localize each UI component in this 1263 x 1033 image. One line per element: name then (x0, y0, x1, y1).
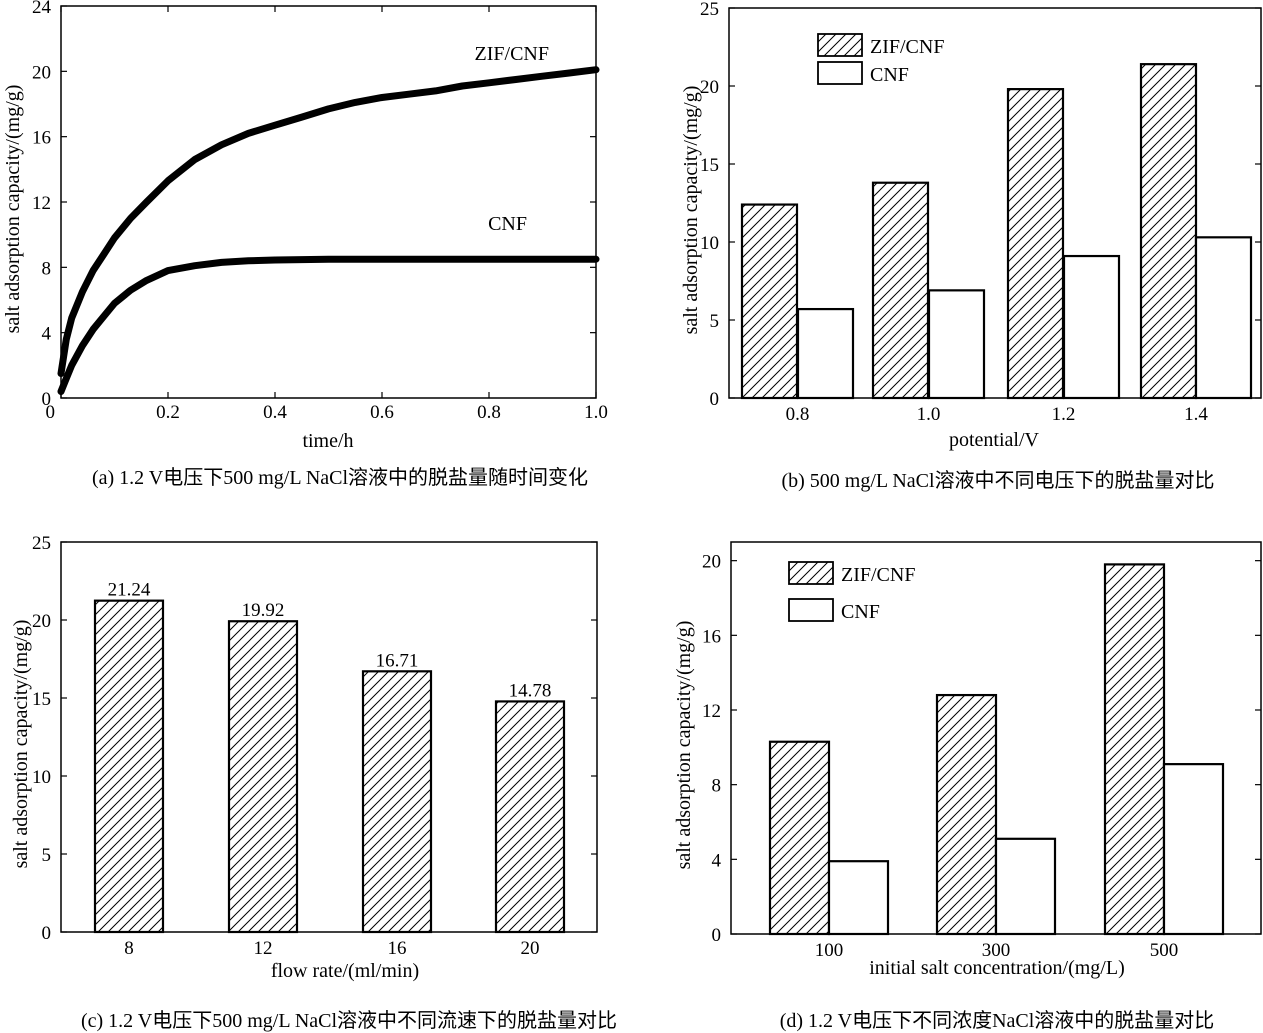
y-tick-label: 12 (702, 701, 721, 722)
x-tick-label: 1.2 (1052, 404, 1076, 425)
y-tick-label: 15 (32, 689, 51, 710)
x-tick-label: 0.6 (370, 402, 394, 423)
x-tick-label: 100 (815, 940, 844, 961)
bar-cnf-1.0 (927, 289, 986, 400)
y-tick-label: 0 (710, 389, 720, 410)
y-tick-label: 20 (32, 62, 51, 83)
legend-label-cnf: CNF (870, 64, 909, 86)
y-axis-label: salt adsorption capacity/(mg/g) (2, 85, 24, 334)
bar-zif-cnf-12 (227, 620, 299, 934)
bar-zif-cnf-0.8 (740, 203, 799, 400)
x-axis-label: initial salt concentration/(mg/L) (869, 957, 1124, 979)
x-tick-label: 1.0 (584, 402, 608, 423)
y-tick-label: 25 (700, 0, 719, 20)
y-tick-label: 0 (42, 923, 52, 944)
x-tick-label: 1.0 (917, 404, 941, 425)
x-tick-label: 0.4 (263, 402, 287, 423)
x-tick-label: 300 (982, 940, 1011, 961)
bar-zif-cnf-1.0 (871, 181, 930, 400)
panel-caption: (c) 1.2 V电压下500 mg/L NaCl溶液中不同流速下的脱盐量对比 (81, 1009, 617, 1032)
plot-frame (60, 541, 598, 933)
series-line-zif-cnf (57, 66, 600, 377)
plot-frame (728, 7, 1262, 399)
bar-value-label: 16.71 (376, 650, 419, 671)
x-tick-label: 8 (124, 938, 134, 959)
y-tick-label: 4 (712, 850, 722, 871)
bar-zif-cnf-300 (935, 693, 998, 936)
y-tick-label: 15 (700, 155, 719, 176)
y-tick-label: 5 (42, 845, 52, 866)
bar-cnf-500 (1162, 763, 1225, 936)
y-axis-label: salt adsorption capacity/(mg/g) (10, 620, 32, 869)
bar-zif-cnf-100 (768, 740, 831, 936)
y-tick-label: 16 (702, 626, 721, 647)
x-tick-label: 0.2 (156, 402, 180, 423)
bar-value-label: 21.24 (108, 580, 151, 601)
x-tick-label: 1.4 (1184, 404, 1208, 425)
bar-zif-cnf-500 (1103, 563, 1166, 936)
panel-b: 0 5 10 15 20 25 salt adsorption capacity/(mg/g… (680, 0, 1262, 492)
x-tick-label: 0 (46, 402, 56, 423)
y-tick-label: 16 (32, 128, 51, 149)
panel-d: 0 4 8 12 16 20 salt adsorption capacity/(mg/g)… (673, 541, 1262, 1032)
bar-value-label: 19.92 (242, 600, 285, 621)
bar-cnf-1.2 (1062, 254, 1121, 400)
bar-cnf-1.4 (1194, 236, 1253, 400)
x-axis-label: flow rate/(ml/min) (271, 960, 419, 982)
annotation-zif-cnf: ZIF/CNF (475, 43, 549, 65)
x-axis-label: time/h (302, 430, 353, 452)
x-tick-label: 500 (1150, 940, 1179, 961)
series-line-cnf (57, 255, 600, 395)
legend-label-zif-cnf: ZIF/CNF (870, 36, 944, 58)
legend-swatch-cnf (788, 598, 834, 622)
bar-zif-cnf-1.2 (1006, 88, 1065, 400)
y-tick-label: 8 (42, 258, 52, 279)
y-tick-label: 10 (32, 767, 51, 788)
x-tick-label: 20 (521, 938, 540, 959)
x-tick-label: 16 (388, 938, 407, 959)
y-tick-label: 25 (32, 533, 51, 554)
y-axis-label: salt adsorption capacity/(mg/g) (673, 621, 695, 870)
y-tick-label: 5 (710, 311, 720, 332)
bar-zif-cnf-1.4 (1139, 63, 1198, 400)
y-tick-label: 0 (42, 389, 52, 410)
bar-zif-cnf-20 (494, 700, 566, 934)
panel-caption: (b) 500 mg/L NaCl溶液中不同电压下的脱盐量对比 (781, 469, 1214, 492)
y-tick-label: 0 (712, 925, 722, 946)
legend-label-zif-cnf: ZIF/CNF (841, 564, 915, 586)
x-tick-label: 0.8 (477, 402, 501, 423)
legend-label-cnf: CNF (841, 601, 880, 623)
bar-cnf-100 (827, 860, 890, 936)
x-tick-label: 0.8 (786, 404, 810, 425)
x-tick-label: 12 (254, 938, 273, 959)
y-tick-label: 12 (32, 193, 51, 214)
y-tick-label: 20 (700, 77, 719, 98)
y-tick-label: 4 (42, 324, 52, 345)
panel-caption: (d) 1.2 V电压下不同浓度NaCl溶液中的脱盐量对比 (780, 1009, 1215, 1032)
panel-a: 0 4 8 12 16 20 24 salt adsorption capacity/(mg/… (2, 0, 608, 489)
x-axis-label: potential/V (949, 429, 1040, 451)
panel-caption: (a) 1.2 V电压下500 mg/L NaCl溶液中的脱盐量随时间变化 (92, 466, 588, 489)
bar-value-label: 14.78 (509, 680, 552, 701)
legend-swatch-cnf (817, 61, 863, 85)
plot-frame (730, 541, 1262, 935)
panel-c: 0 5 10 15 20 25 salt adsorption capacity/(mg/g… (10, 533, 617, 1032)
y-axis-label: salt adsorption capacity/(mg/g) (680, 86, 702, 335)
bar-zif-cnf-8 (93, 599, 165, 934)
bar-cnf-0.8 (796, 307, 855, 400)
annotation-cnf: CNF (488, 213, 527, 235)
legend-swatch-zif-cnf (788, 561, 834, 585)
y-tick-label: 8 (712, 776, 722, 797)
y-tick-label: 24 (32, 0, 52, 18)
bar-cnf-300 (994, 837, 1057, 936)
y-tick-label: 10 (700, 233, 719, 254)
bar-zif-cnf-16 (361, 670, 433, 934)
y-tick-label: 20 (702, 552, 721, 573)
plot-frame (60, 5, 597, 399)
y-tick-label: 20 (32, 611, 51, 632)
legend-swatch-zif-cnf (817, 33, 863, 57)
